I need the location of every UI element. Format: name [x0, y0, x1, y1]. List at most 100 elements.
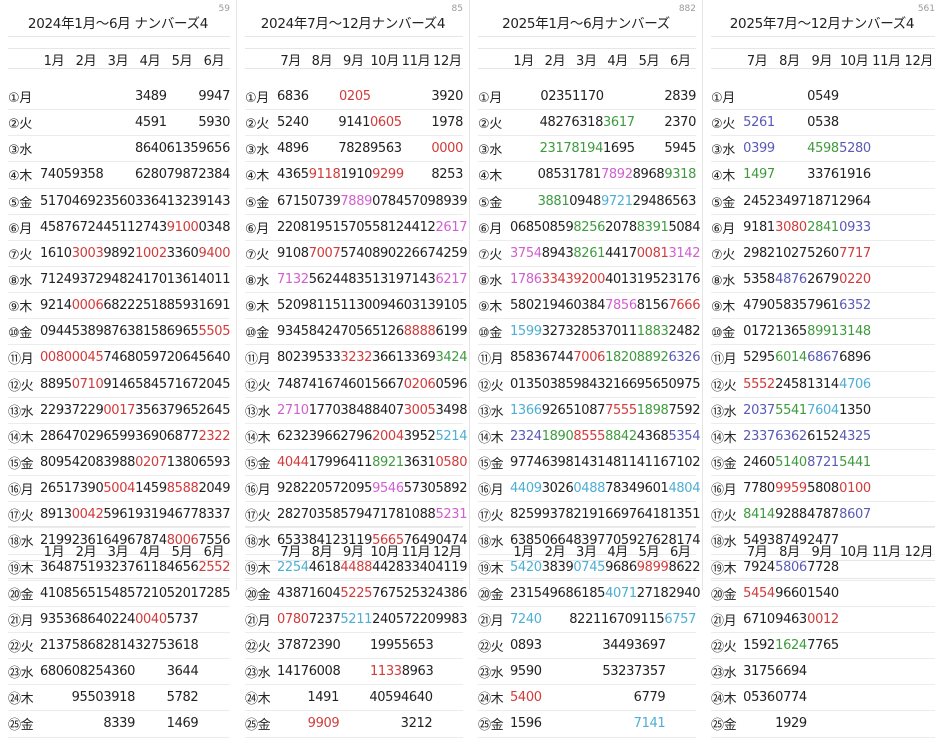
row-date-label: ④木 [711, 169, 735, 185]
result-number: 4787 [807, 507, 839, 523]
result-number: 9590 [510, 664, 542, 680]
result-number [339, 716, 370, 731]
result-number: 7056 [340, 324, 373, 340]
result-number: 4656 [166, 559, 199, 575]
result-number [903, 377, 935, 392]
result-number [603, 690, 634, 705]
result-number: 7357 [634, 664, 666, 680]
table-row: ⑧水 7124 9372 9482 4170 1361 4011 [8, 267, 231, 294]
result-number: 0825 [71, 664, 104, 680]
result-number: 9200 [573, 272, 606, 288]
row-date-label: ⑦火 [8, 247, 32, 263]
result-number: 7210 [135, 585, 167, 601]
result-number: 1027 [775, 245, 807, 261]
result-number: 1770 [308, 402, 341, 418]
result-number: 6533 [277, 533, 309, 549]
table-row: ㉒火 2137 5868 2814 3275 3618 [8, 633, 230, 660]
table-row: ㉒火 1592 1624 7765 [711, 633, 935, 660]
result-number: 9563 [370, 141, 402, 157]
table-row: ㉑月 6710 9463 0012 [711, 607, 935, 633]
row-date-label: ⑦火 [245, 247, 269, 263]
result-number: 1599 [510, 324, 542, 340]
result-number: 9721 [600, 193, 633, 209]
result-number: 0745 [573, 559, 606, 575]
table-row: ③水 8640 6135 9656 [8, 136, 230, 163]
result-number: 5323 [602, 664, 634, 680]
result-number: 6217 [435, 272, 468, 288]
panel-title: 2024年1月～6月 ナンバーズ4 [27, 16, 209, 32]
result-number [903, 507, 935, 522]
result-number: 4119 [435, 559, 468, 575]
result-number: 4044 [277, 455, 309, 471]
result-number: 7143 [403, 272, 436, 288]
result-number: 2982 [743, 245, 775, 261]
result-number: 7178 [372, 507, 404, 523]
result-number: 7961 [807, 298, 839, 314]
result-number: 3848 [340, 402, 373, 418]
result-number [402, 115, 432, 130]
row-date-label: ㉕金 [8, 718, 34, 734]
result-number: 7892 [600, 167, 633, 183]
row-date-label: ⑫火 [8, 378, 34, 394]
result-number: 2317 [539, 141, 572, 157]
result-number [572, 716, 603, 731]
result-number [903, 481, 935, 496]
draw-results-table: ①月 0549 ②火 5261 0538 ③水 0399 4598 5280 ④木 1497 3376… [711, 84, 935, 738]
result-number: 3881 [537, 193, 570, 209]
table-row: ②火 5261 0538 [711, 110, 935, 137]
result-number: 5231 [435, 507, 468, 523]
result-number: 5389 [71, 324, 104, 340]
result-number [665, 690, 696, 705]
result-number: 0739 [308, 193, 341, 209]
result-number [72, 115, 104, 130]
result-number: 4011 [198, 272, 231, 288]
result-number: 6496 [103, 533, 136, 549]
table-row: ⑳金 2315 4968 6185 4071 2718 2940 [478, 581, 700, 607]
result-number [903, 167, 935, 182]
divider [711, 48, 935, 49]
result-number: 9656 [198, 141, 230, 157]
result-number: 7029 [71, 428, 104, 444]
result-number: 7555 [605, 402, 637, 418]
row-date-label: ㉔木 [711, 692, 737, 708]
result-number: 9843 [573, 376, 606, 392]
table-row: ①月 6836 0205 3920 [245, 84, 463, 111]
month-footer: 11月 [872, 545, 901, 560]
table-row: ⑨木 5209 8115 1130 0946 0313 9105 [245, 293, 467, 320]
result-number: 0012 [807, 611, 839, 627]
draw-results-table: ①月 3489 9947 ②火 4591 5930 ③水 8640 6135 9656 ④木 7405… [8, 84, 230, 738]
result-number: 9108 [277, 245, 309, 261]
result-number: 0536 [743, 690, 775, 706]
row-date-label: ⑨木 [711, 300, 735, 316]
result-number: 5835 [775, 298, 807, 314]
result-number: 3449 [602, 638, 634, 654]
result-number: 8939 [435, 193, 468, 209]
row-date-label: ㉓水 [245, 666, 271, 682]
month-footer: 11月 [401, 545, 431, 560]
row-date-label: ㉒火 [245, 640, 271, 656]
month-footer: 7月 [746, 545, 768, 560]
result-number: 5454 [743, 585, 775, 601]
result-number: 6326 [668, 350, 701, 366]
result-number: 1459 [135, 481, 167, 497]
result-number: 4591 [134, 115, 167, 131]
result-number [903, 455, 935, 470]
result-number: 0207 [135, 455, 167, 471]
result-number [871, 429, 903, 444]
result-number: 3003 [71, 245, 104, 261]
result-number: 5209 [277, 298, 309, 314]
result-number: 7556 [198, 533, 231, 549]
result-number: 6593 [198, 455, 231, 471]
row-date-label: ⑦火 [711, 247, 735, 263]
result-number [775, 115, 807, 130]
result-number: 1929 [775, 716, 807, 732]
result-number: 0580 [435, 455, 468, 471]
result-number [903, 403, 935, 418]
result-number [903, 298, 935, 313]
result-number: 2208 [277, 219, 309, 235]
table-row: ⑮金 4044 1799 6411 8921 3631 0580 [245, 450, 467, 477]
divider [245, 36, 463, 37]
result-number: 0488 [573, 481, 606, 497]
result-number [807, 716, 839, 731]
table-row: ①月 3489 9947 [8, 84, 230, 111]
